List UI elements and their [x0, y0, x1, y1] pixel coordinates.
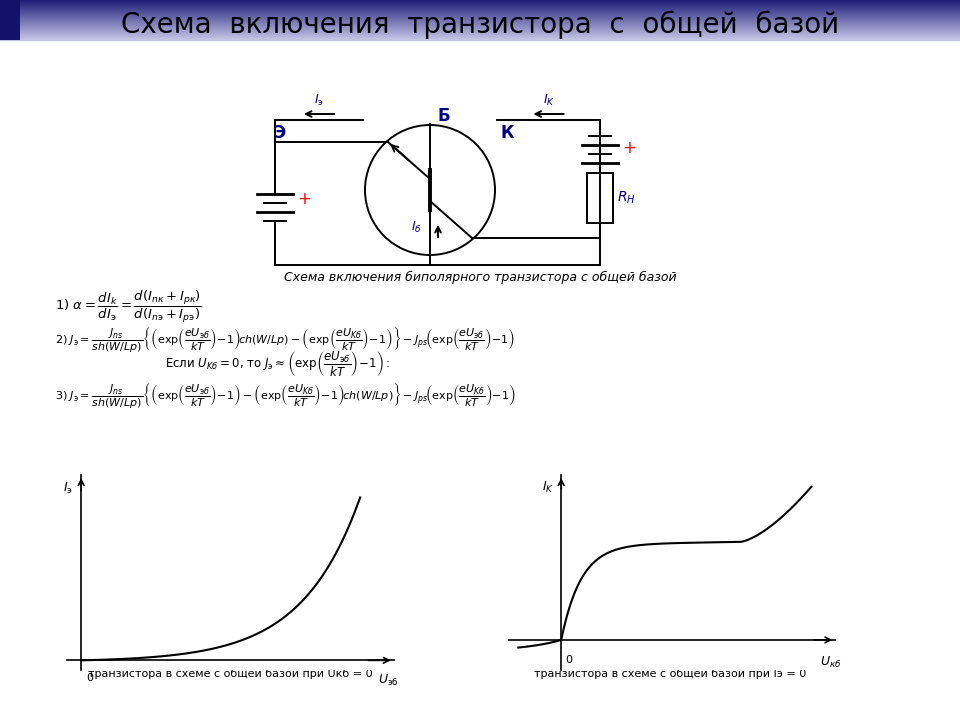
Bar: [0, 13, 960, 14]
Bar: [0, 12, 960, 13]
Bar: [0, 31, 960, 32]
Text: $R_H$: $R_H$: [617, 190, 636, 206]
Bar: [0, 33, 960, 34]
Bar: [0, 11, 960, 12]
Bar: [0, 23, 960, 24]
Bar: [0, 25, 960, 26]
Text: $U_{кб}$: $U_{кб}$: [820, 654, 841, 670]
Text: Схема  включения  транзистора  с  общей  базой: Схема включения транзистора с общей базо…: [121, 11, 839, 39]
Bar: [0, 39, 960, 40]
Bar: [0, 5, 960, 6]
Bar: [0, 37, 960, 38]
Bar: [0, 34, 960, 35]
Text: 3) $J_\mathsf{э} = \dfrac{J_{ns}}{sh(W/Lp)}\left\{\left(\exp\!\left(\dfrac{eU_{\: 3) $J_\mathsf{э} = \dfrac{J_{ns}}{sh(W/L…: [55, 380, 516, 410]
Bar: [0, 28, 960, 29]
Bar: [0, 17, 960, 18]
Text: $U_{\mathsf{эб}}$: $U_{\mathsf{эб}}$: [377, 673, 398, 688]
Text: К: К: [500, 124, 514, 142]
Bar: [587, 173, 613, 223]
Bar: [0, 24, 960, 25]
Bar: [0, 6, 960, 7]
Text: Выходная характеристика биполярного
транзистора в схеме с общей базой при Iэ = 0: Выходная характеристика биполярного тран…: [534, 657, 806, 679]
Text: $I_\mathsf{э}$: $I_\mathsf{э}$: [314, 93, 324, 108]
Bar: [0, 1, 960, 2]
Bar: [0, 30, 960, 31]
Bar: [0, 3, 960, 4]
Text: Входная характеристика биполярного
транзистора в схеме с общей базой при Uкб = 0: Входная характеристика биполярного транз…: [87, 657, 372, 679]
Text: 2) $J_\mathsf{э} = \dfrac{J_{ns}}{sh(W/Lp)}\left\{\left(\exp\!\left(\dfrac{eU_{\: 2) $J_\mathsf{э} = \dfrac{J_{ns}}{sh(W/L…: [55, 325, 516, 354]
Bar: [0, 9, 960, 10]
Bar: [0, 14, 960, 15]
Text: Э: Э: [274, 124, 286, 142]
Text: 0: 0: [86, 673, 93, 683]
Text: +: +: [622, 139, 636, 157]
Bar: [0, 2, 960, 3]
Bar: [0, 35, 960, 36]
Bar: [0, 18, 960, 19]
Bar: [0, 19, 960, 20]
Text: $I_б$: $I_б$: [411, 220, 421, 235]
Bar: [0, 27, 960, 28]
Bar: [0, 21, 960, 22]
Bar: [0, 29, 960, 30]
Bar: [0, 8, 960, 9]
Text: Если $U_{Kб} = 0$, то $J_\mathsf{э} \approx \left(\exp\!\left(\dfrac{eU_{\mathsf: Если $U_{Kб} = 0$, то $J_\mathsf{э} \app…: [165, 348, 391, 377]
Text: $I_K$: $I_K$: [542, 480, 554, 495]
Bar: [0, 0, 960, 1]
Bar: [0, 7, 960, 8]
Text: +: +: [297, 189, 311, 207]
Text: $I_\mathsf{э}$: $I_\mathsf{э}$: [62, 481, 73, 496]
Bar: [0, 20, 960, 21]
Text: Схема включения биполярного транзистора с общей базой: Схема включения биполярного транзистора …: [284, 271, 676, 284]
Text: $I_K$: $I_K$: [542, 93, 555, 108]
Bar: [0, 38, 960, 39]
Bar: [0, 32, 960, 33]
Bar: [0, 16, 960, 17]
Text: 1) $\alpha = \dfrac{dI_k}{dI_\mathsf{э}} = \dfrac{d(I_{n\kappa}+I_{p\kappa})}{d(: 1) $\alpha = \dfrac{dI_k}{dI_\mathsf{э}}…: [55, 289, 202, 325]
Text: 0: 0: [564, 654, 572, 665]
Bar: [0, 36, 960, 37]
Bar: [0, 10, 960, 11]
Bar: [0, 26, 960, 27]
Bar: [0, 4, 960, 5]
Bar: [0, 15, 960, 16]
Text: Б: Б: [438, 107, 450, 125]
Bar: [0, 22, 960, 23]
Bar: [0, 0, 20, 40]
